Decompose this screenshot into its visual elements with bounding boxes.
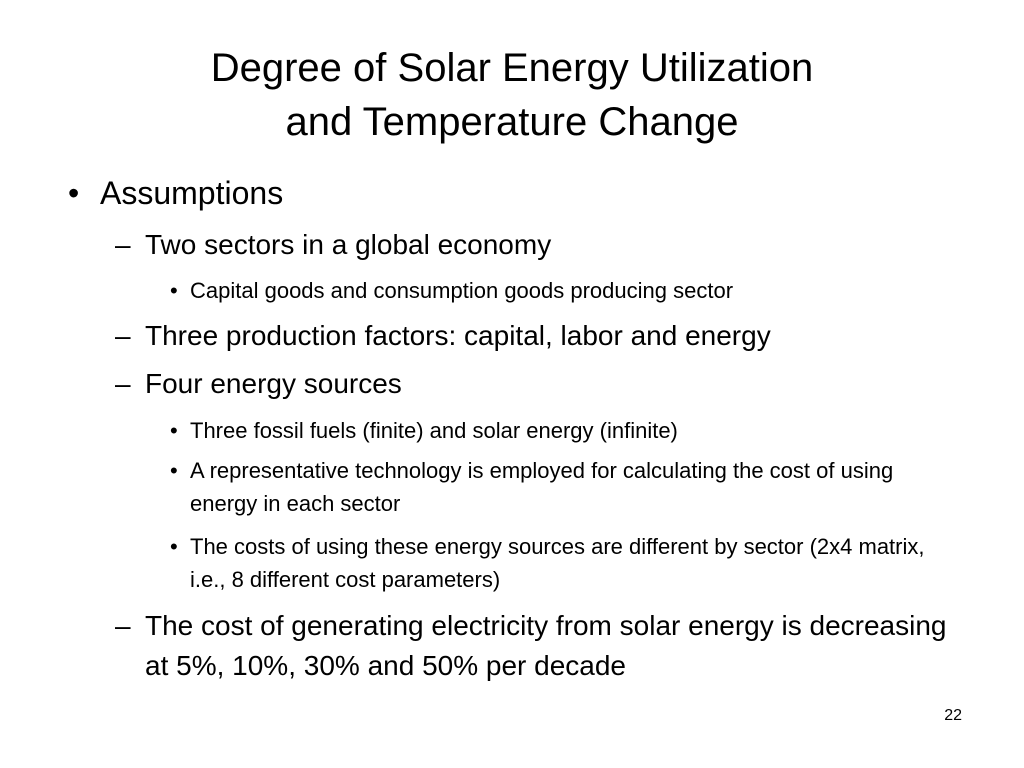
bullet-level-2: Three production factors: capital, labor… <box>115 316 960 356</box>
bullet-level-3: The costs of using these energy sources … <box>170 530 940 596</box>
bullet-level-3: Three fossil fuels (finite) and solar en… <box>170 414 940 447</box>
page-number: 22 <box>944 707 962 724</box>
bullet-level-1: Assumptions <box>68 173 950 213</box>
bullet-level-2: The cost of generating electricity from … <box>115 606 960 686</box>
title-line: Degree of Solar Energy Utilization <box>210 46 814 90</box>
bullet-level-3: A representative technology is employed … <box>170 454 940 520</box>
bullet-level-3: Capital goods and consumption goods prod… <box>170 274 940 307</box>
bullet-level-2: Four energy sources <box>115 364 960 404</box>
title-line: and Temperature Change <box>285 100 739 144</box>
bullet-level-2: Two sectors in a global economy <box>115 225 960 265</box>
